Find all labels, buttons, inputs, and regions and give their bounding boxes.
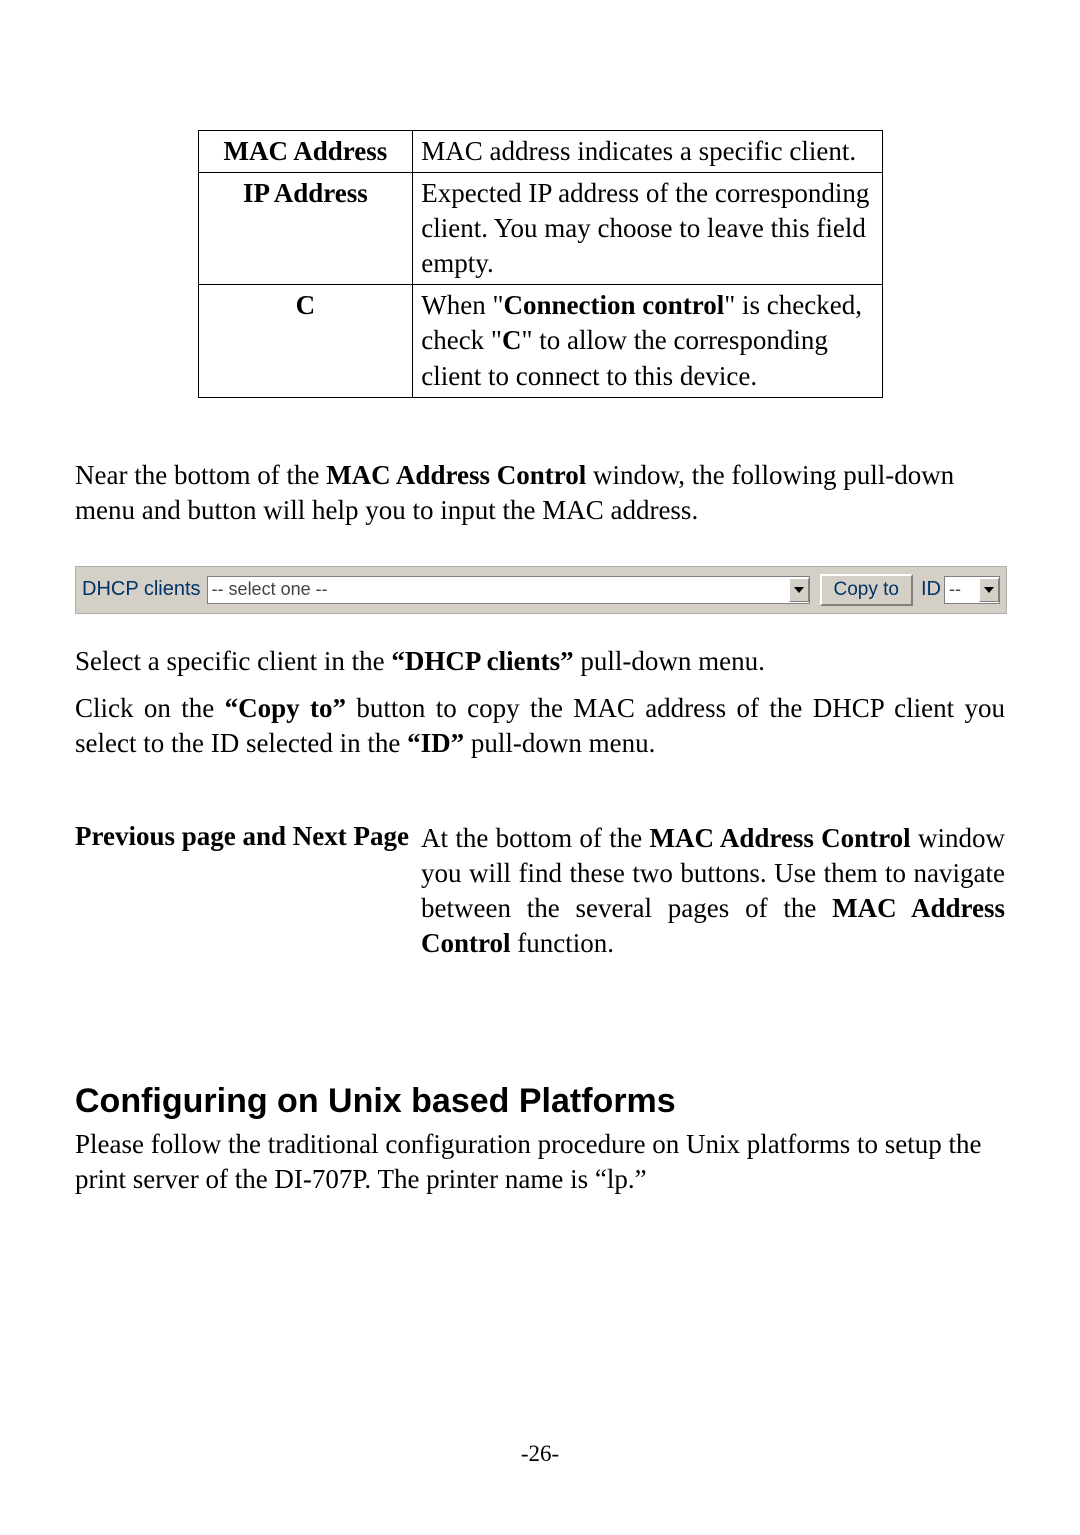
chevron-down-icon[interactable] bbox=[979, 578, 999, 602]
intro-paragraph: Near the bottom of the MAC Address Contr… bbox=[75, 458, 1005, 528]
definitions-table: MAC Address MAC address indicates a spec… bbox=[198, 130, 883, 398]
unix-section-heading: Configuring on Unix based Platforms bbox=[75, 1082, 1005, 1121]
copy-to-paragraph: Click on the “Copy to” button to copy th… bbox=[75, 691, 1005, 761]
dhcp-toolbar: DHCP clients -- select one -- Copy to ID… bbox=[75, 566, 1007, 614]
dhcp-select-value: -- select one -- bbox=[212, 579, 328, 600]
chevron-down-icon[interactable] bbox=[789, 578, 809, 602]
id-label: ID bbox=[921, 578, 941, 601]
table-row: C When "Connection control" is checked, … bbox=[198, 285, 882, 397]
unix-section-body: Please follow the traditional configurat… bbox=[75, 1127, 1005, 1197]
id-select-value: -- bbox=[949, 579, 961, 600]
dhcp-clients-label: DHCP clients bbox=[82, 578, 201, 601]
row-label: C bbox=[198, 285, 413, 397]
id-select[interactable]: -- bbox=[944, 576, 1000, 604]
prev-next-section: Previous page and Next Page At the botto… bbox=[75, 821, 1005, 961]
row-description: MAC address indicates a specific client. bbox=[413, 131, 882, 173]
copy-to-button[interactable]: Copy to bbox=[820, 574, 913, 606]
prev-next-heading: Previous page and Next Page bbox=[75, 821, 421, 961]
table-row: MAC Address MAC address indicates a spec… bbox=[198, 131, 882, 173]
table-row: IP Address Expected IP address of the co… bbox=[198, 173, 882, 285]
page-number: -26- bbox=[0, 1441, 1080, 1467]
row-description: When "Connection control" is checked, ch… bbox=[413, 285, 882, 397]
dhcp-clients-select[interactable]: -- select one -- bbox=[207, 576, 810, 604]
row-label: IP Address bbox=[198, 173, 413, 285]
row-label: MAC Address bbox=[198, 131, 413, 173]
row-description: Expected IP address of the corresponding… bbox=[413, 173, 882, 285]
prev-next-description: At the bottom of the MAC Address Control… bbox=[421, 821, 1005, 961]
select-client-paragraph: Select a specific client in the “DHCP cl… bbox=[75, 644, 1005, 679]
